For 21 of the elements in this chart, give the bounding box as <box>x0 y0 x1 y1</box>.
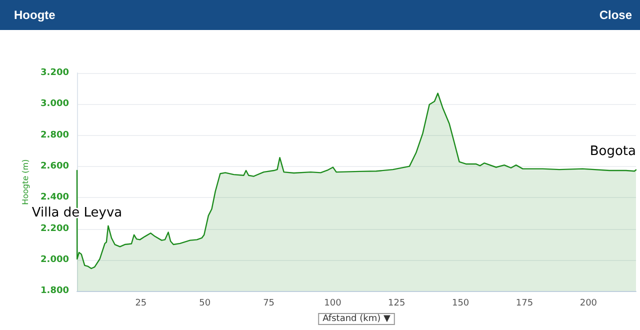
x-tick-label: 200 <box>580 298 598 309</box>
x-tick-label: 175 <box>516 298 534 309</box>
annotation: Bogota <box>590 144 636 159</box>
y-tick-label: 1.800 <box>40 286 69 296</box>
y-axis-title: Hoogte (m) <box>21 159 30 205</box>
y-tick-label: 2.400 <box>40 192 69 203</box>
x-tick-label: 125 <box>388 298 406 309</box>
y-tick-label: 2.000 <box>40 254 69 265</box>
y-tick-label: 3.000 <box>40 99 69 110</box>
x-axis-title: Afstand (km) ▼ <box>322 314 390 324</box>
y-tick-label: 2.200 <box>40 224 69 234</box>
y-tick-label: 3.200 <box>40 68 69 78</box>
text: Close <box>599 8 632 22</box>
y-tick-label: 2.800 <box>40 130 69 140</box>
chart-title: Hoogte <box>14 8 56 22</box>
x-tick-label: 75 <box>263 298 275 309</box>
y-tick-label: 2.600 <box>40 161 69 172</box>
x-tick-label: 50 <box>199 298 211 309</box>
x-tick-label: 150 <box>452 298 470 309</box>
x-tick-label: 25 <box>135 298 147 309</box>
x-tick-label: 100 <box>324 298 342 309</box>
